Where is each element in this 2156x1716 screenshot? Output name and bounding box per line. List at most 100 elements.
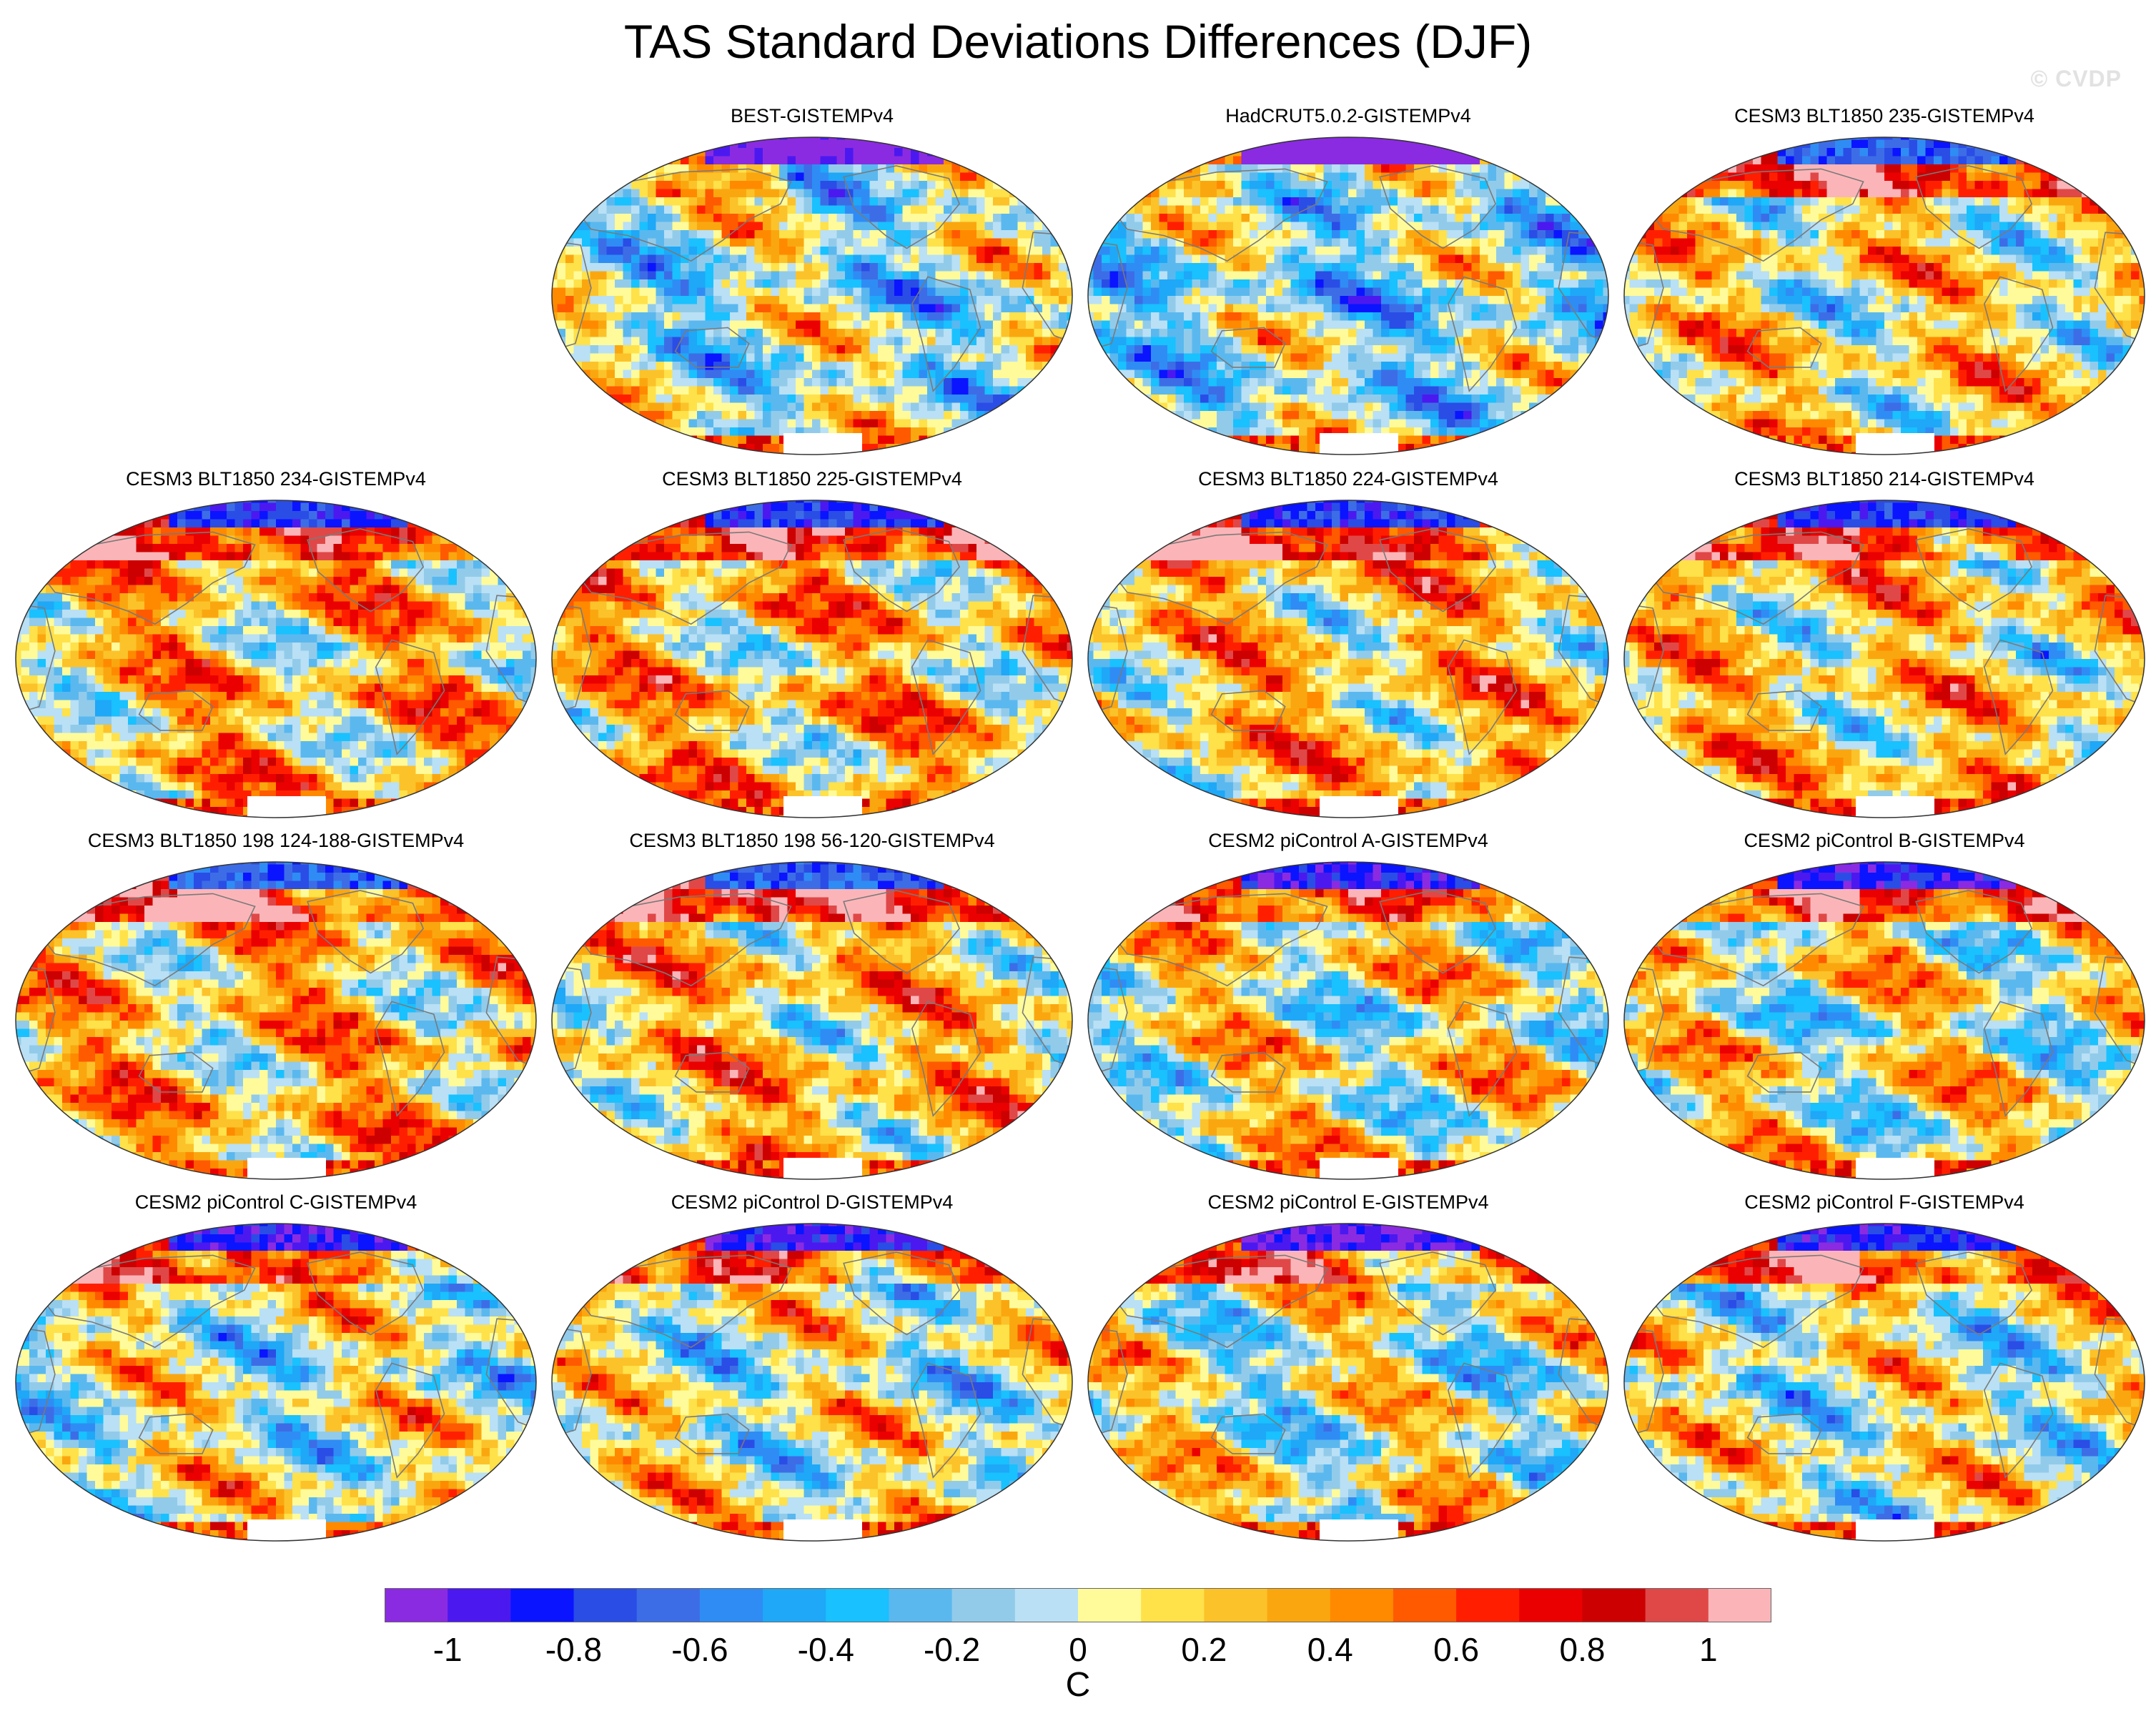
coastline <box>1746 1413 1822 1454</box>
coastline <box>307 890 425 974</box>
map-panel: HadCRUT5.0.2-GISTEMPv4 <box>1085 103 1611 460</box>
coastline <box>16 1326 56 1439</box>
colorbar-segment <box>573 1588 638 1622</box>
colorbar-segment <box>1456 1588 1520 1622</box>
panel-title: CESM3 BLT1850 235-GISTEMPv4 <box>1621 103 2147 129</box>
colorbar-tick-label: 0.2 <box>1181 1630 1227 1670</box>
coastline <box>1379 528 1497 612</box>
coastline <box>1624 239 1664 352</box>
colorbar-tick-label: -0.6 <box>671 1630 728 1670</box>
world-map <box>1087 1223 1609 1542</box>
colorbar-segment <box>1204 1588 1268 1622</box>
coastline <box>1624 964 1664 1077</box>
cvdp-watermark: © CVDP <box>2031 66 2122 92</box>
colorbar-segment <box>1141 1588 1205 1622</box>
missing-data-region <box>1320 433 1398 455</box>
coastline <box>552 964 592 1077</box>
coastline <box>1379 1251 1497 1336</box>
map-field <box>552 137 1072 455</box>
map-border <box>1623 1223 2145 1542</box>
coastline <box>574 893 792 987</box>
coastline <box>1210 1051 1286 1093</box>
colorbar-segment <box>1078 1588 1142 1622</box>
world-map <box>1087 137 1609 455</box>
coastline <box>1447 1362 1518 1479</box>
missing-data-region <box>783 1519 862 1541</box>
world-map <box>1623 500 2145 818</box>
map-field <box>552 1224 1072 1541</box>
coastline <box>307 528 425 612</box>
coastline <box>1915 528 2033 612</box>
world-map <box>551 1223 1073 1542</box>
coastline <box>375 1362 445 1479</box>
coastline <box>674 327 750 368</box>
map-field <box>1624 862 2145 1179</box>
colorbar-segment <box>826 1588 889 1622</box>
coastline <box>1110 531 1328 625</box>
map-border <box>551 861 1073 1180</box>
coastline <box>843 890 961 974</box>
world-map <box>1087 500 1609 818</box>
world-map <box>15 861 537 1180</box>
colorbar-segment <box>951 1588 1016 1622</box>
coastline <box>1746 327 1822 368</box>
coastline <box>574 1254 792 1349</box>
map-panel: CESM3 BLT1850 198 56-120-GISTEMPv4 <box>549 828 1075 1185</box>
coastline <box>1624 1326 1664 1439</box>
panel-title: CESM2 piControl B-GISTEMPv4 <box>1621 828 2147 853</box>
coastline <box>1379 890 1497 974</box>
colorbar-tick-label: -0.2 <box>924 1630 980 1670</box>
coastline <box>1110 168 1328 262</box>
coastline <box>1624 602 1664 715</box>
colorbar-tick-label: -1 <box>433 1630 463 1670</box>
colorbar-tick-label: 0 <box>1069 1630 1087 1670</box>
coastline <box>1646 1254 1864 1349</box>
colorbar <box>385 1588 1771 1622</box>
map-panel: CESM2 piControl A-GISTEMPv4 <box>1085 828 1611 1185</box>
coastline <box>138 1051 214 1093</box>
coastline <box>674 690 750 731</box>
coastline <box>1210 327 1286 368</box>
map-border <box>1623 500 2145 818</box>
missing-data-region <box>783 796 862 818</box>
map-field <box>1624 1224 2145 1541</box>
colorbar-segment <box>1645 1588 1709 1622</box>
coastline <box>16 964 56 1077</box>
panel-title: CESM3 BLT1850 214-GISTEMPv4 <box>1621 466 2147 492</box>
coastline <box>1983 1362 2054 1479</box>
world-map <box>551 500 1073 818</box>
map-panel: CESM2 piControl B-GISTEMPv4 <box>1621 828 2147 1185</box>
map-panel: CESM2 piControl D-GISTEMPv4 <box>549 1189 1075 1547</box>
figure-title: TAS Standard Deviations Differences (DJF… <box>0 13 2156 70</box>
coastline <box>1379 165 1497 249</box>
map-border <box>15 861 537 1180</box>
colorbar-segment <box>889 1588 953 1622</box>
missing-data-region <box>1856 796 1934 818</box>
coastline <box>843 1251 961 1336</box>
colorbar-tick-label: 0.8 <box>1560 1630 1606 1670</box>
missing-data-region <box>783 1158 862 1179</box>
colorbar-segment <box>1519 1588 1583 1622</box>
map-panel: CESM3 BLT1850 235-GISTEMPv4 <box>1621 103 2147 460</box>
map-border <box>1087 137 1609 455</box>
map-panel: CESM3 BLT1850 224-GISTEMPv4 <box>1085 466 1611 823</box>
map-border <box>1623 861 2145 1180</box>
coastline <box>552 239 592 352</box>
world-map <box>551 137 1073 455</box>
map-field <box>1624 137 2145 455</box>
coastline <box>1983 1001 2054 1117</box>
colorbar-segment <box>1708 1588 1771 1622</box>
coastline <box>1646 531 1864 625</box>
coastline <box>1088 602 1128 715</box>
coastline <box>1983 639 2054 755</box>
panel-title: HadCRUT5.0.2-GISTEMPv4 <box>1085 103 1611 129</box>
coastline <box>1210 1413 1286 1454</box>
panel-title: CESM3 BLT1850 224-GISTEMPv4 <box>1085 466 1611 492</box>
coastline <box>307 1251 425 1336</box>
coastline <box>1646 893 1864 987</box>
missing-data-region <box>1320 796 1398 818</box>
map-panel: BEST-GISTEMPv4 <box>549 103 1075 460</box>
coastline <box>574 168 792 262</box>
coastline <box>911 1001 981 1117</box>
panel-title: CESM2 piControl C-GISTEMPv4 <box>13 1189 539 1215</box>
